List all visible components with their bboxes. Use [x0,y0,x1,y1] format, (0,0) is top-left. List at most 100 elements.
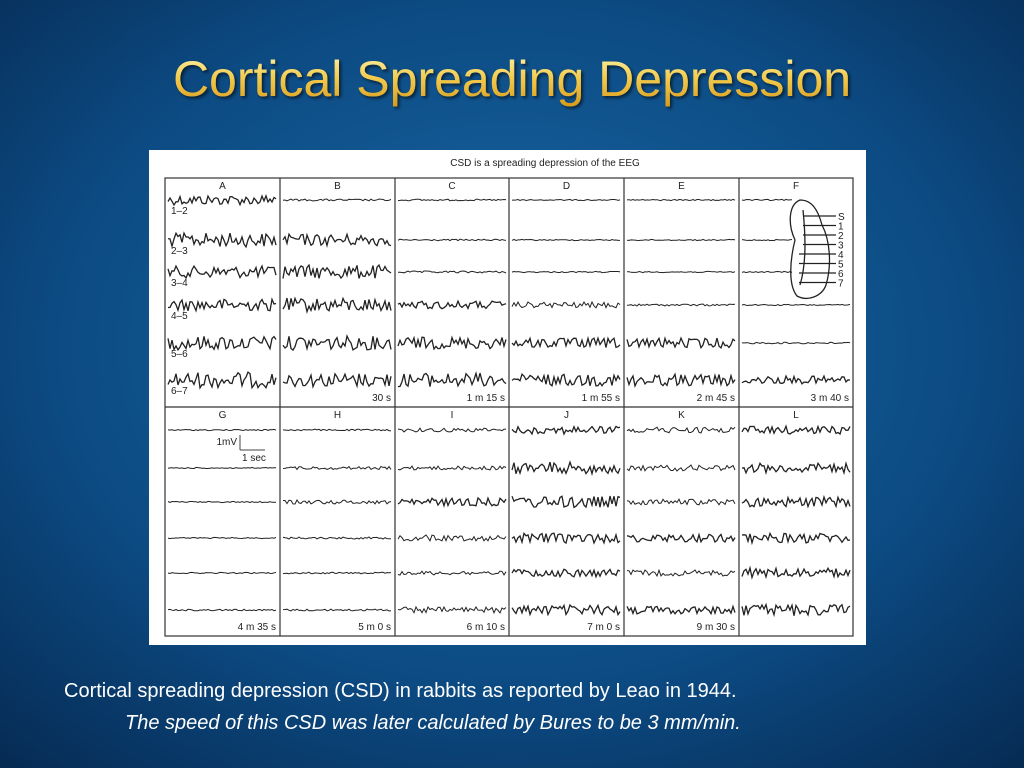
eeg-trace [167,571,277,575]
eeg-trace [167,428,277,432]
figure-title: CSD is a spreading depression of the EEG [450,158,640,169]
eeg-trace [167,335,277,352]
eeg-trace [511,238,620,242]
eeg-trace [397,427,507,433]
channel-label: 5–6 [171,349,188,360]
channel-label: 2–3 [171,246,188,257]
eeg-trace [397,465,507,471]
eeg-trace [511,531,621,545]
panel-time: 5 m 0 s [358,622,391,633]
eeg-trace [282,198,392,202]
channel-label: 6–7 [171,386,188,397]
panel-letter: L [793,410,799,421]
eeg-trace [741,303,851,307]
eeg-trace [167,264,277,280]
panel-letter: G [219,410,227,421]
panel-letter: E [678,181,685,192]
eeg-trace [397,605,507,615]
channel-label: 1–2 [171,206,188,217]
panel-time: 7 m 0 s [587,622,620,633]
eeg-trace [741,238,793,242]
eeg-trace [397,299,507,310]
eeg-trace [626,238,736,242]
eeg-trace [511,495,621,509]
eeg-trace [282,232,392,249]
eeg-trace [741,424,851,436]
eeg-trace [511,373,621,387]
electrode-label: 3 [838,241,844,252]
electrode-label: 7 [838,279,844,290]
eeg-trace [741,461,851,476]
eeg-trace [397,371,507,388]
eeg-trace [397,534,507,543]
eeg-trace [282,372,392,390]
eeg-trace [626,568,736,578]
eeg-trace [397,238,507,242]
panel-letter: I [451,410,454,421]
eeg-trace [282,334,392,352]
eeg-trace [626,464,736,472]
eeg-trace [626,426,736,434]
panel-letter: A [219,181,226,192]
panel-time: 1 m 15 s [467,393,505,404]
eeg-trace [397,335,507,351]
eeg-trace [626,336,736,350]
eeg-trace [741,198,793,202]
eeg-trace [741,494,851,509]
eeg-trace [511,270,621,274]
panel-time: 9 m 30 s [697,622,735,633]
channel-label: 4–5 [171,311,188,322]
eeg-trace [627,270,736,274]
caption-line: Cortical spreading depression (CSD) in r… [64,680,737,702]
eeg-trace [741,531,851,546]
eeg-trace [511,568,621,579]
channel-label: 3–4 [171,278,188,289]
eeg-trace [167,466,276,470]
panel-letter: C [448,181,455,192]
eeg-trace [282,263,392,280]
eeg-trace [741,270,793,274]
eeg-trace [167,231,277,249]
figure [149,150,866,645]
panel-letter: D [563,181,570,192]
eeg-trace [282,571,392,575]
eeg-trace [167,500,277,504]
eeg-trace [167,608,277,612]
panel-letter: J [564,410,569,421]
eeg-trace [167,536,277,540]
eeg-traces [167,194,851,618]
eeg-trace [626,532,736,544]
eeg-trace [397,570,507,576]
time-scale: 1 sec [242,453,266,464]
eeg-trace [511,603,621,617]
eeg-trace [626,604,736,616]
panel-letter: K [678,410,685,421]
eeg-trace [397,496,507,508]
scale-bar [239,435,265,451]
slide-title: Cortical Spreading Depression [173,51,851,107]
eeg-trace [167,371,277,390]
eeg-trace [167,297,277,313]
eeg-trace [283,499,392,505]
caption-line: The speed of this CSD was later calculat… [125,712,741,734]
panel-time: 30 s [372,393,391,404]
panel-letter: B [334,181,341,192]
eeg-trace [741,565,851,580]
panel-time: 6 m 10 s [467,622,505,633]
panel-time: 2 m 45 s [697,393,735,404]
eeg-trace [511,460,621,477]
eeg-trace [741,602,851,618]
eeg-trace [626,198,736,202]
panel-time: 1 m 55 s [582,393,620,404]
electrode-label: 2 [838,231,844,242]
eeg-trace [626,303,736,307]
eeg-trace [282,536,392,540]
amplitude-scale: 1mV [216,437,237,448]
panel-time: 4 m 35 s [238,622,276,633]
panel-letter: H [334,410,341,421]
panel-letter: F [793,181,799,192]
eeg-trace [741,374,851,385]
eeg-trace [512,198,621,202]
